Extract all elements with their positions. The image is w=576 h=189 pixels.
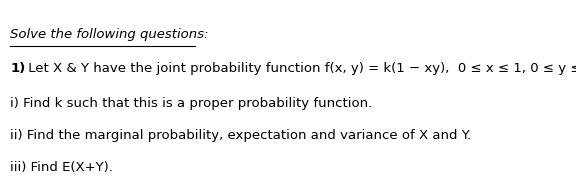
Text: ii) Find the marginal probability, expectation and variance of X and Y.: ii) Find the marginal probability, expec…: [10, 129, 472, 142]
Text: i) Find k such that this is a proper probability function.: i) Find k such that this is a proper pro…: [10, 97, 373, 109]
Text: Solve the following questions:: Solve the following questions:: [10, 28, 209, 40]
Text: iii) Find E(X+Y).: iii) Find E(X+Y).: [10, 161, 113, 174]
Text: 1): 1): [10, 63, 25, 75]
Text: Let X & Y have the joint probability function f(x, y) = k(1 − xy),  0 ≤ x ≤ 1, 0: Let X & Y have the joint probability fun…: [24, 63, 576, 75]
